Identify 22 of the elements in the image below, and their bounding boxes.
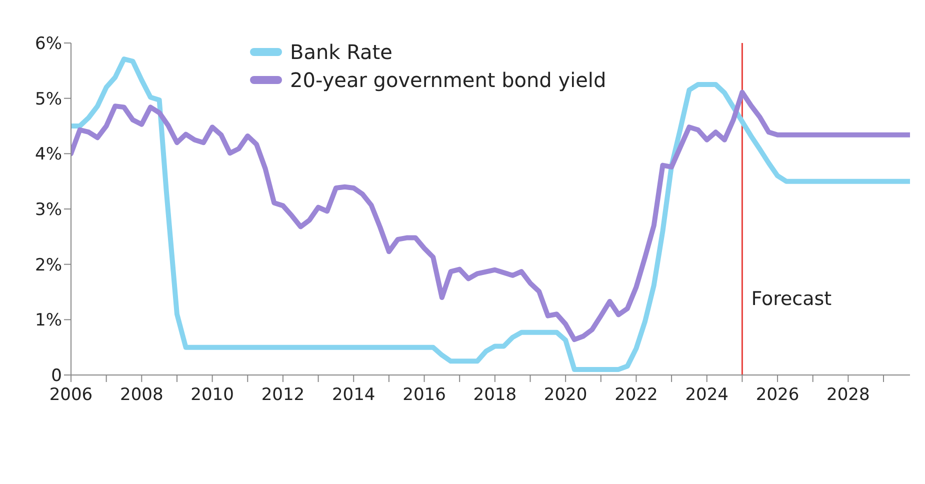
x-tick-label: 2010 — [190, 385, 234, 406]
y-tick-label: 2% — [35, 255, 62, 276]
y-tick-label: 1% — [35, 310, 62, 331]
y-tick-label: 3% — [35, 200, 62, 220]
x-tick-label: 2028 — [826, 385, 870, 406]
ref-line-label: Forecast — [751, 288, 832, 310]
legend-label: Bank Rate — [290, 40, 392, 64]
x-tick-label: 2014 — [332, 385, 376, 406]
y-tick-label: 6% — [35, 34, 62, 54]
legend-label: 20-year government bond yield — [290, 68, 606, 92]
x-tick-label: 2026 — [756, 385, 800, 406]
x-tick-label: 2008 — [120, 385, 164, 406]
x-tick-label: 2018 — [473, 385, 517, 406]
x-tick-label: 2024 — [685, 385, 729, 406]
x-tick-label: 2016 — [402, 385, 446, 406]
x-tick-label: 2006 — [49, 385, 93, 406]
y-tick-label: 0 — [51, 366, 62, 386]
x-tick-label: 2012 — [261, 385, 305, 406]
y-tick-label: 4% — [35, 144, 62, 165]
y-tick-label: 5% — [35, 89, 62, 110]
x-tick-label: 2022 — [614, 385, 658, 406]
x-tick-label: 2020 — [544, 385, 588, 406]
